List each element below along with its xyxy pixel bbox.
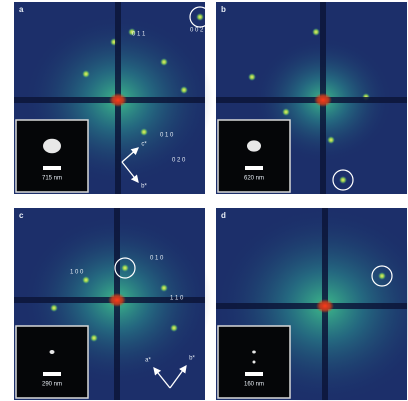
axis-label: b*	[141, 184, 147, 190]
scale-bar	[245, 372, 263, 376]
scale-bar	[245, 166, 263, 170]
diffraction-spot	[121, 264, 129, 272]
panel-label: d	[221, 211, 226, 220]
panel-label: a	[19, 5, 24, 14]
index-label: 0 1 1	[132, 32, 146, 38]
scale-bar-label: 290 nm	[42, 382, 62, 388]
diffraction-spot	[82, 276, 90, 284]
index-label: 0 1 0	[160, 133, 174, 139]
index-label: 1 0 0	[70, 270, 84, 276]
diffraction-spot	[160, 284, 168, 292]
particle-image	[252, 351, 256, 354]
panel: c 0 1 0 1 0 0 1 1 0 a* b* 290 nm	[14, 208, 212, 400]
particle-image	[50, 350, 55, 354]
diffraction-spot	[160, 58, 168, 66]
diffraction-spot	[170, 324, 178, 332]
particle-image	[43, 139, 61, 153]
diffraction-spot	[196, 13, 204, 21]
scale-bar-label: 620 nm	[244, 176, 264, 182]
scale-bar-label: 160 nm	[244, 382, 264, 388]
central-beam	[108, 293, 126, 307]
diffraction-spot	[140, 128, 148, 136]
index-label: 0 0 2	[190, 28, 204, 34]
index-label: 0 2 0	[172, 158, 186, 164]
scale-bar	[43, 372, 61, 376]
diffraction-spot	[282, 108, 290, 116]
beam-stop-horizontal	[216, 303, 407, 309]
index-label: 1 1 0	[170, 296, 184, 302]
diffraction-spot	[339, 176, 347, 184]
diffraction-spot	[327, 136, 335, 144]
diffraction-spot	[312, 28, 320, 36]
axis-label: c*	[141, 142, 147, 148]
central-beam	[109, 93, 127, 107]
panel: d 160 nm	[215, 207, 408, 401]
diffraction-spot	[180, 86, 188, 94]
particle-image	[253, 361, 256, 364]
scale-bar	[43, 166, 61, 170]
diffraction-spot	[90, 334, 98, 342]
figure: a 0 1 1 0 0 2 0 1 0 0 2 0 c* b* 715 nm b 620 nm c 0…	[0, 0, 408, 401]
central-beam	[314, 93, 332, 107]
axis-label: b*	[189, 356, 195, 362]
central-beam	[316, 299, 334, 313]
panel-label: c	[19, 211, 24, 220]
diffraction-spot	[82, 70, 90, 78]
particle-image	[247, 140, 261, 151]
beam-stop-horizontal	[216, 97, 407, 103]
index-label: 0 1 0	[150, 256, 164, 262]
panel: b 620 nm	[216, 2, 407, 194]
scale-bar-label: 715 nm	[42, 176, 62, 182]
diffraction-spot	[248, 73, 256, 81]
panel: a 0 1 1 0 0 2 0 1 0 0 2 0 c* b* 715 nm	[14, 2, 213, 194]
diffraction-spot	[50, 304, 58, 312]
panel-label: b	[221, 5, 226, 14]
diffraction-spot	[378, 272, 386, 280]
axis-label: a*	[145, 358, 151, 364]
